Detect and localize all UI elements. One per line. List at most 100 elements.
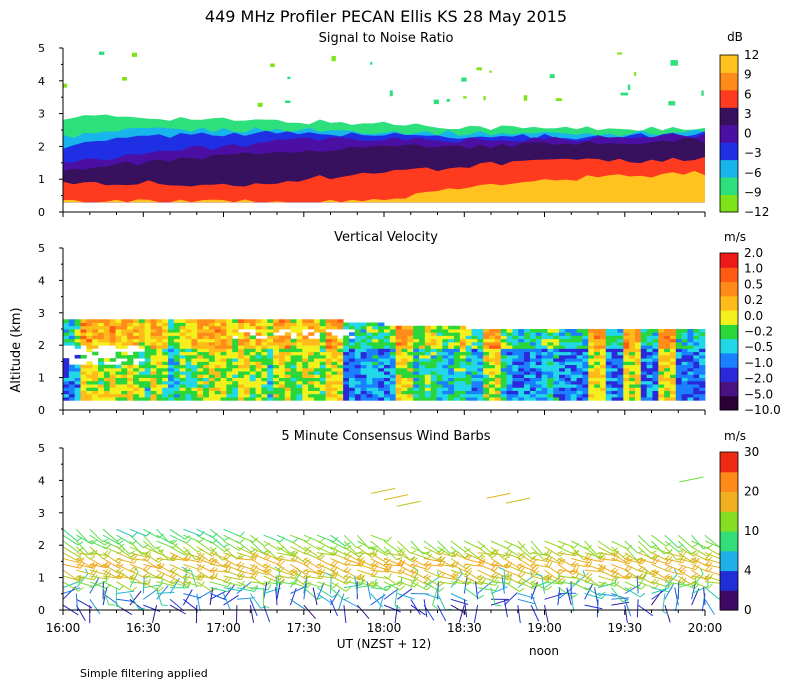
vv-cell xyxy=(541,341,548,346)
vv-cell xyxy=(471,380,478,385)
vv-cell xyxy=(343,393,350,398)
wind-barb-flag xyxy=(560,579,566,585)
vv-cell xyxy=(611,329,618,333)
vv-cell xyxy=(238,377,245,382)
vv-cell xyxy=(68,338,76,343)
vv-cell xyxy=(63,322,70,327)
vv-cell xyxy=(384,390,391,395)
vv-cell xyxy=(173,345,181,349)
vv-cell xyxy=(430,345,437,349)
vv-cell xyxy=(220,361,227,366)
wind-barb xyxy=(477,581,496,586)
vv-cell xyxy=(529,367,537,372)
vv-cell xyxy=(483,390,490,395)
vv-cell xyxy=(203,364,210,369)
wind-barb-flag xyxy=(401,568,406,575)
vv-cell xyxy=(465,380,472,385)
vv-cell xyxy=(413,393,420,398)
wind-barb xyxy=(677,540,692,555)
wind-barb-flag xyxy=(253,586,259,592)
vv-cell xyxy=(343,364,350,369)
vv-cell xyxy=(86,390,93,395)
vv-cell xyxy=(302,393,309,398)
vv-cell xyxy=(413,361,420,366)
vv-cell xyxy=(448,364,455,369)
wind-barb xyxy=(383,604,401,613)
vv-cell xyxy=(92,374,99,378)
vv-cell xyxy=(115,351,122,356)
vv-cell xyxy=(378,364,385,369)
vv-cell xyxy=(121,319,128,323)
vv-cell xyxy=(354,341,362,346)
vv-cell xyxy=(232,348,239,353)
colorbar-label: 0.2 xyxy=(744,293,763,307)
vv-cell xyxy=(214,351,221,356)
vv-cell xyxy=(483,374,490,378)
vv-cell xyxy=(454,384,461,388)
vv-cell xyxy=(103,335,111,340)
vv-cell xyxy=(354,374,362,378)
wind-barb xyxy=(503,599,508,618)
vv-cell xyxy=(150,332,157,336)
wind-barb-flag xyxy=(667,556,673,561)
vv-cell xyxy=(331,325,338,330)
vv-cell xyxy=(249,387,256,391)
wind-barb xyxy=(397,540,411,554)
wind-barb xyxy=(223,594,239,606)
wind-barb xyxy=(584,540,597,555)
vv-cell xyxy=(384,374,391,378)
vv-cell xyxy=(185,393,192,398)
vv-cell xyxy=(582,397,589,401)
wind-barb-flag xyxy=(346,554,352,560)
vv-cell xyxy=(454,338,461,343)
vv-cell xyxy=(296,341,303,346)
vv-cell xyxy=(413,377,420,382)
vv-cell xyxy=(465,329,472,333)
vv-cell xyxy=(459,377,467,382)
vv-cell xyxy=(214,329,221,333)
vv-cell xyxy=(384,358,391,362)
wind-barb xyxy=(611,563,629,572)
vv-cell xyxy=(232,384,239,388)
vv-cell xyxy=(652,351,659,356)
wind-barb xyxy=(116,534,133,545)
vv-cell xyxy=(384,329,391,333)
vv-cell xyxy=(343,380,350,385)
vv-cell xyxy=(150,358,157,362)
vv-cell xyxy=(80,390,87,395)
vv-cell xyxy=(203,374,210,378)
vv-cell xyxy=(459,338,467,343)
vv-cell xyxy=(477,390,484,395)
wind-barb xyxy=(116,590,135,594)
wind-barb xyxy=(450,573,463,588)
vv-cell xyxy=(430,380,437,385)
vv-cell xyxy=(459,358,467,362)
x-tick-label: 16:00 xyxy=(46,621,81,635)
vv-cell xyxy=(191,364,198,369)
vv-cell xyxy=(588,377,595,382)
colorbar-label: 3 xyxy=(744,107,752,121)
vv-cell xyxy=(419,374,426,378)
vv-cell xyxy=(389,387,397,391)
vv-cell xyxy=(658,367,665,372)
vv-cell xyxy=(489,397,496,401)
wind-barb-flag xyxy=(128,550,135,555)
vv-cell xyxy=(471,390,478,395)
vv-cell xyxy=(249,345,256,349)
vv-cell xyxy=(430,332,437,336)
vv-cell xyxy=(232,332,239,336)
vv-cell xyxy=(623,377,630,382)
wind-barb xyxy=(530,593,539,611)
vv-cell xyxy=(372,322,379,327)
vv-cell xyxy=(465,335,472,340)
vv-cell xyxy=(185,397,192,401)
vv-cell xyxy=(518,393,525,398)
wind-barb xyxy=(490,599,509,606)
vv-cell xyxy=(442,371,449,375)
x-tick-label: 17:00 xyxy=(206,621,241,635)
wind-barb-flag xyxy=(91,540,97,545)
wind-barb xyxy=(62,528,78,542)
wind-barb xyxy=(597,552,616,557)
colorbar-swatch xyxy=(720,310,738,325)
vv-cell xyxy=(103,393,111,398)
